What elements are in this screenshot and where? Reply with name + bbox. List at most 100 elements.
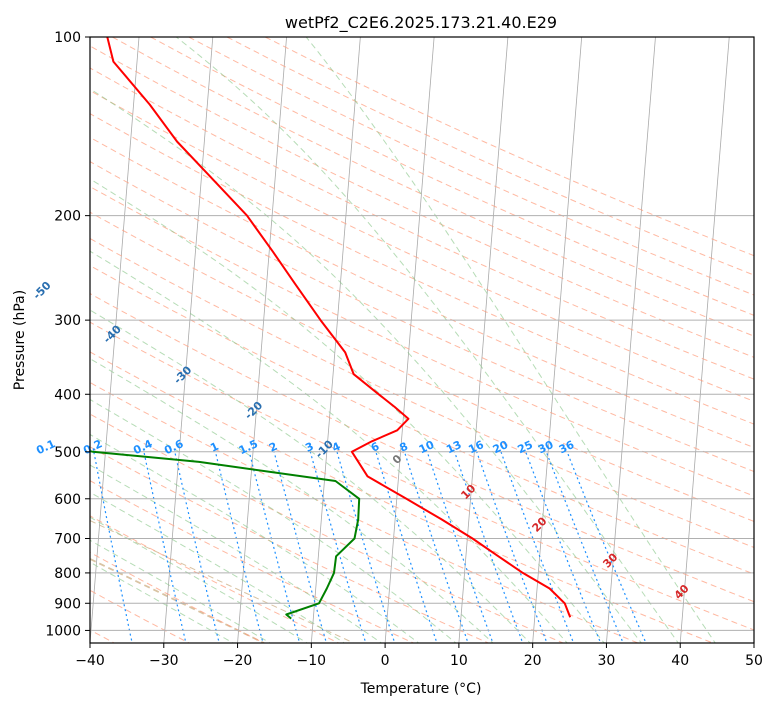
mixing-ratio-line: [273, 451, 328, 643]
moist-adiabat: [90, 491, 346, 643]
y-axis-title: Pressure (hPa): [12, 290, 28, 390]
dry-adiabat: [90, 186, 754, 497]
isotherm-line: [679, 37, 730, 643]
isotherm-line: [606, 37, 656, 643]
dry-adiabat: [90, 381, 640, 643]
mixing-ratio-line: [336, 451, 396, 643]
x-tick-label: −20: [223, 653, 253, 669]
dry-adiabat-label: 40: [672, 582, 692, 602]
mixing-ratio-label: 0.6: [162, 437, 185, 457]
dry-adiabat: [90, 136, 754, 449]
x-tick-label: 20: [524, 653, 542, 669]
y-axis: 100 200 300 400 500 600 700 800 900 1000: [45, 30, 90, 639]
y-tick-label: 500: [54, 445, 81, 461]
mixing-ratio-label: 30: [536, 438, 556, 456]
dry-adiabat: [90, 515, 340, 643]
isotherm-label: -40: [101, 322, 124, 345]
mixing-ratio-label: 36: [557, 438, 577, 456]
dry-adiabat: [90, 446, 490, 643]
mixing-ratio-line: [525, 451, 602, 643]
x-tick-label: −30: [149, 653, 179, 669]
dewpoint-trace: [90, 450, 361, 620]
y-tick-label: 800: [54, 566, 81, 582]
moist-adiabat: [305, 37, 716, 643]
dry-adiabat: [226, 37, 754, 276]
x-axis: −40 −30 −20 −10 0 10 20 30 40 50: [75, 643, 763, 669]
dry-adiabat-label: 20: [530, 514, 550, 534]
x-tick-label: −10: [297, 653, 327, 669]
mixing-ratio-line: [566, 451, 647, 643]
moist-adiabat: [90, 178, 605, 643]
dry-adiabat: [90, 67, 754, 380]
mixing-ratio-line: [309, 451, 367, 643]
dry-adiabat: [90, 551, 265, 643]
plot-frame: [89, 36, 755, 644]
mixing-ratio-line: [47, 452, 82, 646]
mixing-ratio-line: [174, 451, 220, 643]
mixing-ratio-line: [375, 451, 438, 643]
mixing-ratio-line: [214, 451, 264, 643]
dry-adiabat: [90, 292, 754, 603]
isotherm-line: [90, 37, 140, 643]
mixing-ratio-line: [500, 451, 575, 643]
x-axis-title: Temperature (°C): [360, 681, 482, 697]
mixing-ratio-line: [476, 451, 548, 643]
isotherm-label: -50: [30, 279, 53, 302]
mixing-ratio-line: [143, 451, 187, 643]
mixing-ratio-label: 8: [398, 440, 410, 455]
mixing-ratio-label: 6: [369, 440, 382, 455]
mixing-ratio-line: [93, 451, 133, 643]
chart-title: wetPf2_C2E6.2025.173.21.40.E29: [285, 13, 557, 33]
mixing-ratio-line: [248, 451, 301, 643]
mixing-ratio-label: 16: [466, 438, 486, 456]
y-tick-label: 900: [54, 596, 81, 612]
y-tick-label: 300: [54, 313, 81, 329]
moist-adiabat: [90, 561, 235, 643]
mixing-ratio-line: [545, 451, 624, 643]
x-tick-label: 10: [450, 653, 468, 669]
dry-adiabat: [264, 37, 754, 257]
x-tick-label: −40: [75, 653, 105, 669]
moist-adiabat: [90, 516, 309, 643]
x-tick-label: 40: [671, 653, 689, 669]
isotherm-line: [532, 37, 583, 643]
dry-adiabat: [90, 113, 754, 425]
dry-adiabat-label: 30: [600, 550, 620, 570]
moist-adiabat: [90, 464, 383, 643]
x-tick-label: 50: [745, 653, 763, 669]
isotherm-line: [384, 37, 435, 643]
mixing-ratio-label: 20: [491, 438, 511, 456]
mixing-ratio-line: [403, 451, 469, 643]
dry-adiabat: [90, 89, 754, 402]
sounding-traces: [90, 37, 572, 620]
mixing-ratio-line: [426, 451, 494, 643]
y-tick-label: 200: [54, 209, 81, 225]
pressure-gridlines: [90, 36, 754, 631]
mixing-ratio-label: 2: [267, 440, 279, 455]
mixing-ratio-line: [454, 451, 524, 643]
dry-adiabat: [90, 161, 754, 473]
mixing-ratio-label: 25: [516, 438, 535, 456]
background-lines: [47, 37, 754, 646]
y-tick-label: 400: [54, 387, 81, 403]
isotherm-line: [753, 638, 754, 643]
y-tick-label: 100: [54, 30, 81, 46]
temperature-trace: [106, 37, 572, 618]
mixing-ratio-label: 0.4: [131, 437, 154, 457]
dry-adiabat: [112, 37, 754, 337]
x-tick-label: 0: [381, 653, 390, 669]
moist-adiabat: [175, 37, 679, 643]
moist-adiabat: [90, 433, 420, 643]
isotherm-label: -30: [171, 363, 194, 386]
moist-adiabat: [90, 250, 568, 643]
y-tick-label: 600: [54, 492, 81, 508]
dry-adiabat: [90, 237, 754, 548]
mixing-ratio-label: 0.2: [81, 437, 104, 457]
moist-adiabat: [90, 309, 531, 643]
moist-adiabat: [90, 358, 494, 643]
dry-adiabat: [90, 45, 754, 358]
dry-adiabat: [90, 480, 415, 643]
isotherm-line: [163, 37, 214, 643]
background-curve: [90, 557, 266, 643]
